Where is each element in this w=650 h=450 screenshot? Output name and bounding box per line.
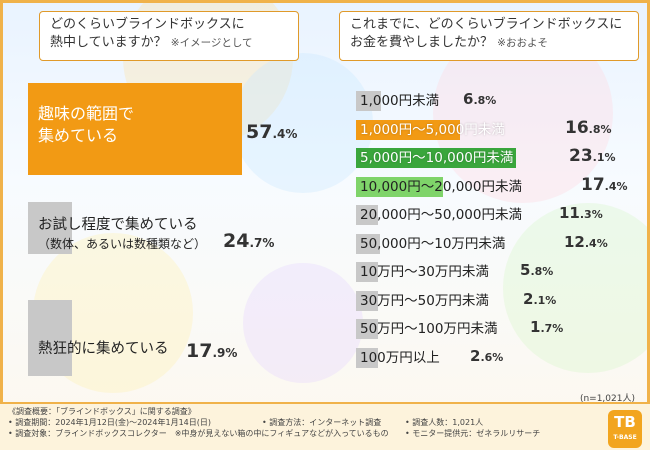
value-label-decimal: .8% — [588, 122, 612, 136]
value-label-decimal: .6% — [480, 350, 504, 364]
value-label-integer: 1 — [530, 318, 541, 336]
left-bar-label-line: 集めている — [38, 126, 119, 145]
right-bar-label: 100万円以上 — [360, 349, 440, 366]
left-bar-label: 趣味の範囲で 集めている — [38, 103, 134, 147]
footer-target: • 調査対象：ブラインドボックスコレクター ※中身が見えない箱の中にフィギュアな… — [8, 429, 389, 438]
survey-footer: 《調査概要：「ブラインドボックス」に関する調査》 • 調査期間：2024年1月1… — [0, 402, 650, 450]
right-bar-label: 10,000円～20,000円未満 — [360, 178, 522, 195]
value-label: 12.4% — [564, 232, 608, 251]
value-label-integer: 2 — [470, 346, 481, 365]
right-bar — [356, 262, 378, 282]
left-bar-label-line: 熱狂的に集めている — [38, 341, 169, 357]
logo-text: T-BASE — [613, 434, 637, 441]
right-question-line1: これまでに、どのくらいブラインドボックスに — [350, 17, 623, 32]
footer-period: • 調査期間：2024年1月12日(金)～2024年1月14日(日) — [8, 418, 212, 427]
footer-count: • 調査人数：1,021人 — [405, 418, 484, 427]
right-bar — [356, 319, 378, 339]
value-label-decimal: .7% — [249, 236, 275, 250]
value-label-integer: 6 — [463, 90, 474, 108]
chart-frame: どのくらいブラインドボックスに 熱中していますか？ ※イメージとして これまでに… — [0, 0, 650, 402]
value-label-integer: 17 — [581, 174, 605, 195]
right-bar — [356, 91, 381, 111]
value-label: 16.8% — [565, 118, 612, 138]
value-label-decimal: .4% — [584, 236, 608, 250]
tbase-logo: TB T-BASE — [608, 410, 642, 448]
sample-size-label: (n=1,021人) — [579, 394, 635, 402]
value-label-decimal: .1% — [533, 293, 557, 307]
left-bar — [28, 83, 242, 175]
left-bar — [28, 202, 72, 254]
right-bar-label: 20,000円～50,000円未満 — [360, 207, 522, 223]
value-label: 11.3% — [559, 203, 603, 222]
value-label: 57.4% — [246, 121, 297, 143]
value-label: 24.7% — [223, 230, 274, 252]
value-label-decimal: .3% — [579, 208, 603, 221]
value-label-integer: 11 — [559, 204, 580, 222]
left-bar-label: 熱狂的に集めている — [38, 340, 169, 359]
value-label: 5.8% — [520, 260, 553, 279]
right-bar — [356, 176, 443, 197]
value-label: 2.1% — [523, 289, 556, 308]
value-label-integer: 57 — [246, 121, 273, 143]
right-bar-label: 50,000円～10万円未満 — [360, 235, 506, 252]
right-bar-label: 30万円～50万円未満 — [360, 292, 489, 309]
value-label-decimal: .8% — [473, 94, 497, 107]
left-bar-label-line: お試し程度で集めている — [38, 217, 198, 233]
value-label-decimal: .4% — [604, 179, 628, 193]
balloon-decoration — [233, 53, 373, 193]
value-label-decimal: .4% — [272, 127, 298, 141]
right-bar — [356, 119, 460, 140]
left-question-line2-row: 熱中していますか？ ※イメージとして — [50, 34, 288, 52]
right-bar-label: 5,000円～10,000円未満 — [360, 150, 514, 166]
value-label: 17.4% — [581, 175, 628, 195]
right-question-line2: お金を費やしましたか？ — [350, 35, 494, 50]
left-bar-label: お試し程度で集めている （数体、あるいは数種類など） — [38, 216, 206, 254]
value-label-integer: 17 — [186, 340, 213, 362]
value-label: 2.6% — [470, 346, 503, 365]
right-bar-label: 1,000円未満 — [360, 93, 440, 109]
right-bar — [356, 290, 378, 311]
right-question-line2-row: お金を費やしましたか？ ※おおよそ — [350, 34, 628, 52]
value-label: 23.1% — [569, 146, 616, 166]
left-question-note: ※イメージとして — [170, 37, 253, 49]
right-bar — [356, 233, 380, 254]
value-label: 6.8% — [463, 89, 496, 108]
left-bar-label-line: （数体、あるいは数種類など） — [38, 237, 207, 251]
value-label-integer: 2 — [523, 289, 534, 308]
right-bar — [356, 205, 378, 225]
left-question: どのくらいブラインドボックスに 熱中していますか？ ※イメージとして — [39, 11, 299, 61]
value-label-integer: 23 — [569, 146, 593, 166]
value-label-integer: 12 — [564, 232, 585, 251]
balloon-decoration — [243, 263, 363, 383]
left-bar — [28, 300, 72, 376]
value-label-decimal: .8% — [530, 265, 554, 278]
right-bar-label: 10万円～30万円未満 — [360, 264, 489, 280]
left-bar-label-line: 趣味の範囲で — [38, 104, 135, 123]
footer-provider: • モニター提供元：ゼネラルリサーチ — [405, 429, 541, 438]
value-label: 1.7% — [530, 317, 563, 336]
right-question-note: ※おおよそ — [497, 37, 548, 49]
right-bar-label: 1,000円～5,000円未満 — [360, 121, 505, 138]
right-bar — [356, 148, 516, 168]
right-question: これまでに、どのくらいブラインドボックスに お金を費やしましたか？ ※おおよそ — [339, 11, 639, 61]
right-bar — [356, 347, 378, 368]
right-bar-label: 50万円～100万円未満 — [360, 321, 498, 337]
balloon-decoration — [503, 203, 647, 373]
value-label-decimal: .7% — [540, 322, 564, 335]
value-label-integer: 16 — [565, 117, 589, 138]
logo-mark: TB — [614, 413, 636, 431]
value-label-decimal: .9% — [212, 346, 238, 360]
value-label-integer: 5 — [520, 261, 531, 279]
footer-title: 《調査概要：「ブラインドボックス」に関する調査》 — [8, 407, 196, 416]
value-label: 17.9% — [186, 340, 237, 362]
footer-method: • 調査方法：インターネット調査 — [262, 418, 382, 427]
value-label-decimal: .1% — [592, 151, 616, 164]
left-question-line1: どのくらいブラインドボックスに — [50, 17, 245, 32]
left-question-line2: 熱中していますか？ — [50, 35, 167, 50]
value-label-integer: 24 — [223, 230, 250, 252]
